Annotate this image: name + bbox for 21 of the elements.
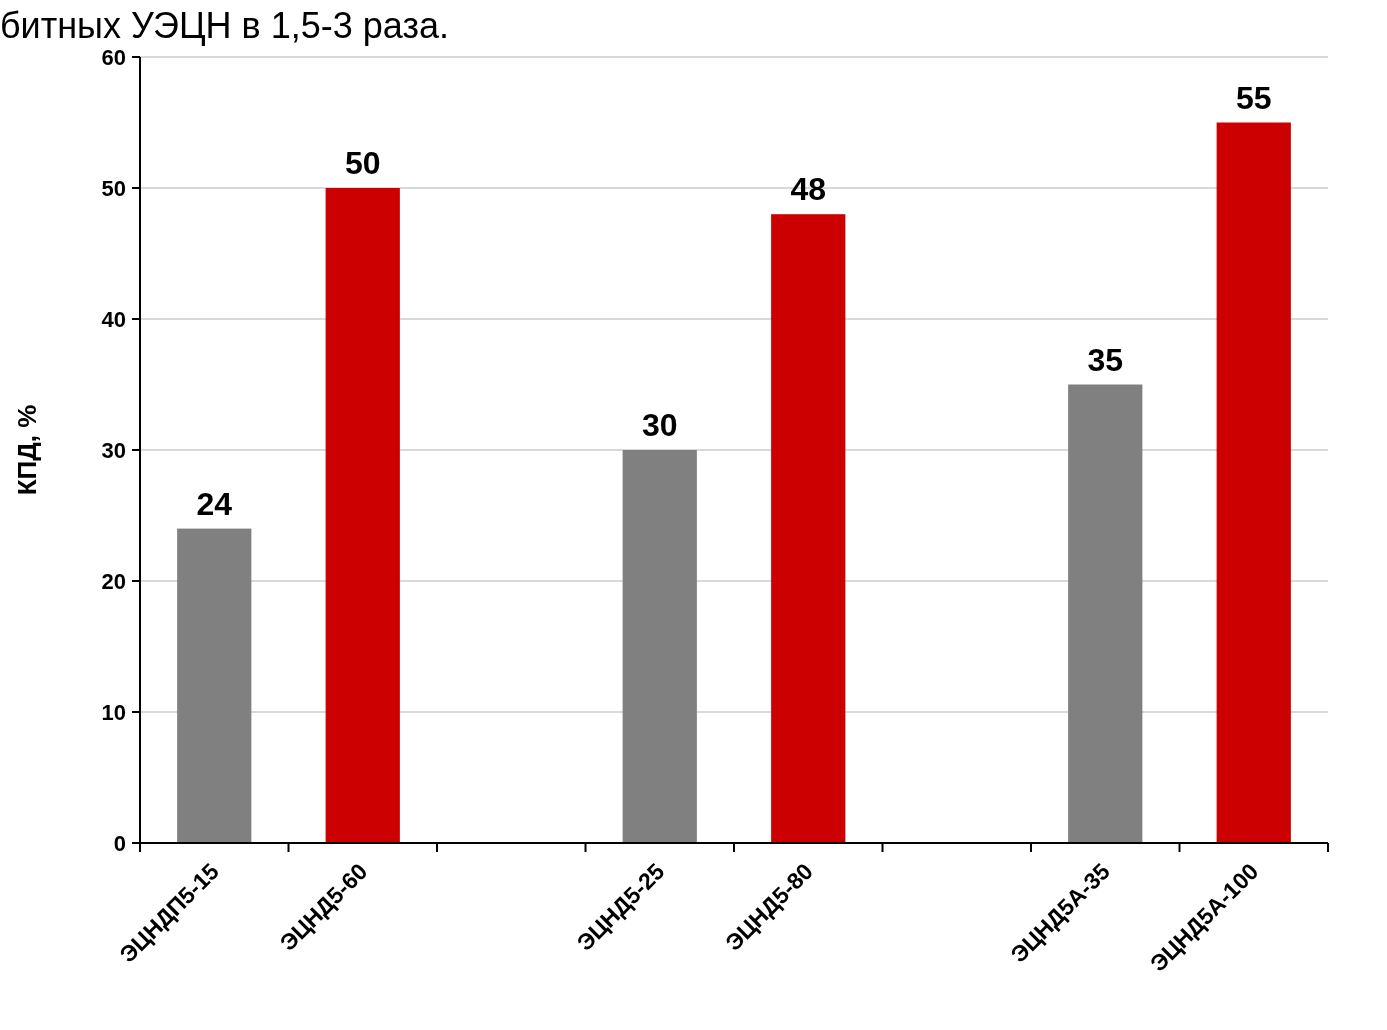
bar bbox=[325, 188, 400, 843]
y-axis-title: КПД, % bbox=[12, 404, 42, 496]
y-tick-label: 10 bbox=[101, 699, 126, 725]
bar bbox=[622, 450, 697, 843]
y-tick-label: 20 bbox=[101, 568, 126, 594]
data-label: 55 bbox=[1235, 79, 1272, 116]
y-tick-label: 60 bbox=[101, 44, 126, 70]
y-tick-label: 50 bbox=[101, 175, 126, 201]
bar bbox=[177, 528, 252, 843]
chart-title: битных УЭЦН в 1,5-3 раза. bbox=[0, 5, 449, 46]
bar bbox=[1216, 122, 1291, 843]
data-label: 50 bbox=[344, 145, 381, 181]
data-label: 48 bbox=[790, 171, 827, 208]
y-tick-label: 0 bbox=[113, 830, 126, 856]
data-label: 30 bbox=[641, 407, 678, 443]
data-label: 35 bbox=[1087, 341, 1124, 378]
bar bbox=[771, 214, 846, 843]
y-tick-label: 40 bbox=[101, 306, 126, 332]
data-label: 24 bbox=[196, 485, 233, 522]
y-tick-label: 30 bbox=[101, 437, 126, 463]
bar bbox=[1068, 384, 1143, 843]
